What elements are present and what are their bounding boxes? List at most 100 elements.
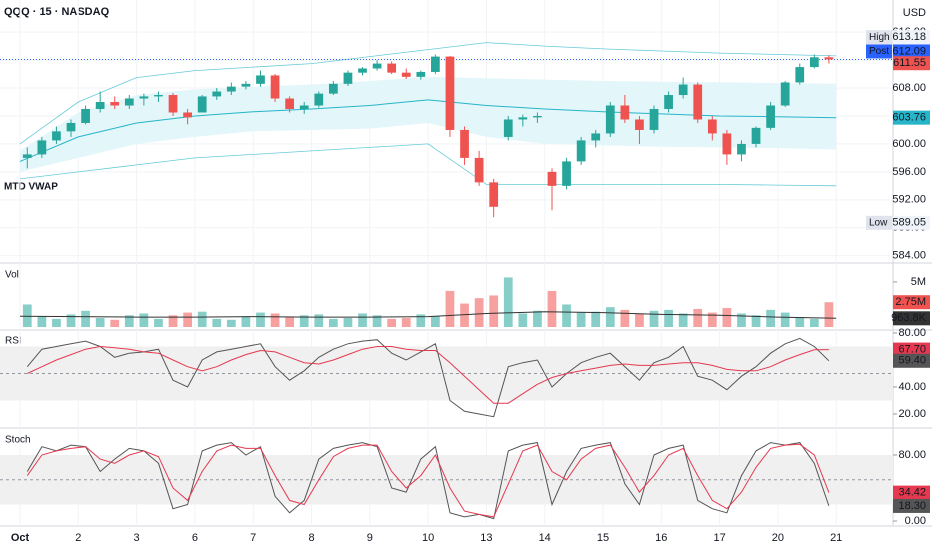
volume-bar [241,316,251,327]
volume-bar [197,311,207,327]
vwap-outer-lower [19,143,837,187]
volume-bar [81,310,90,327]
x-tick-label: 14 [539,532,551,544]
volume-bar [358,313,367,327]
volume-ma-last-value: 963.8K [891,312,927,324]
low-value: 589.05 [892,217,926,229]
vwap-outer-upper [19,42,837,145]
chart-title: QQQ · 15 · NASDAQ [4,6,110,18]
stoch-k-line [26,442,830,520]
candle-body [518,117,528,120]
vwap-last-badge [893,110,930,125]
candle-body [431,56,440,72]
candle-body [401,72,411,77]
x-tick-label: 8 [308,532,314,544]
candle-body [620,105,630,120]
volume-bar [562,304,571,327]
volume-bar [809,318,819,327]
low-badge [893,215,930,230]
x-tick-label: 7 [250,532,256,544]
candle-body [66,122,76,132]
low-tag-label: Low [869,217,888,228]
candle-body [576,140,586,162]
volume-bar [372,315,382,327]
volume-bar [620,309,630,327]
rsi-tick-label: 40.00 [898,381,926,393]
volume-bar [285,317,295,327]
volume-bar [256,312,265,327]
candle-body [489,182,499,207]
candle-body [780,82,790,106]
volume-bar [547,290,557,327]
candle-body [416,71,426,77]
volume-bar [95,317,105,327]
stoch-d-last-badge [893,485,930,500]
x-tick-label: 16 [655,532,667,544]
post-tag [866,44,892,59]
volume-bar [533,310,542,327]
rsi-label: RSI [5,336,22,347]
candle-body [372,63,382,69]
candle-body [52,131,61,141]
candle-body [139,96,149,99]
rsi-tick-label: 20.00 [898,408,926,420]
x-tick-label: 6 [192,532,198,544]
volume-bar [110,319,120,327]
x-tick-label: Oct [11,532,30,544]
volume-bar [37,316,47,327]
candle-body [678,84,688,96]
candle-body [460,129,469,158]
rsi-last-badge [893,353,930,368]
candle-body [154,95,163,97]
volume-bar [314,314,324,327]
volume-bar [168,315,178,327]
volume-bar [124,315,134,327]
candle-body [707,119,717,134]
x-tick-label: 15 [597,532,609,544]
volume-bar [270,313,280,327]
volume-bar [66,314,76,327]
rsi-tick-label: 80.00 [898,327,926,339]
candle-body [212,91,222,97]
stoch-label: Stoch [5,435,31,446]
y-tick-label: 608.00 [892,82,926,94]
x-tick-label: 10 [422,532,434,544]
low-tag [866,215,892,230]
stoch-k-last-badge [893,498,930,513]
post-tag-label: Post [869,46,889,57]
volume-bar [431,316,440,327]
volume-bar [22,304,32,327]
volume-bar [460,303,469,327]
high-value: 613.18 [892,31,926,43]
volume-label: Vol [5,270,19,281]
volume-tick-label: 5M [911,276,926,288]
volume-bar [795,317,805,327]
candle-body [168,95,178,113]
volume-bar [635,313,644,327]
volume-bar [766,309,775,327]
volume-bar [824,302,834,327]
candle-body [81,108,90,123]
volume-bar [226,319,236,327]
y-tick-label: 600.00 [892,138,926,150]
stoch-d-last-value: 34.42 [898,487,926,499]
candle-body [474,157,484,183]
candle-body [795,67,805,83]
volume-bar [183,312,192,327]
candle-body [183,112,192,118]
candle-body [635,119,644,130]
candle-body [37,140,47,155]
x-tick-label: 17 [713,532,725,544]
candle-body [751,127,761,144]
candle-body [387,63,397,73]
rsi-ma-line [27,345,829,404]
volume-bar [387,318,397,327]
volume-bar [576,312,586,327]
volume-bar [489,295,499,327]
volume-bar [328,318,338,327]
vwap-last-value: 603.76 [892,112,926,124]
volume-bar [139,313,149,327]
volume-bar [52,318,61,327]
candle-body [547,171,557,186]
candle-body [649,108,659,130]
